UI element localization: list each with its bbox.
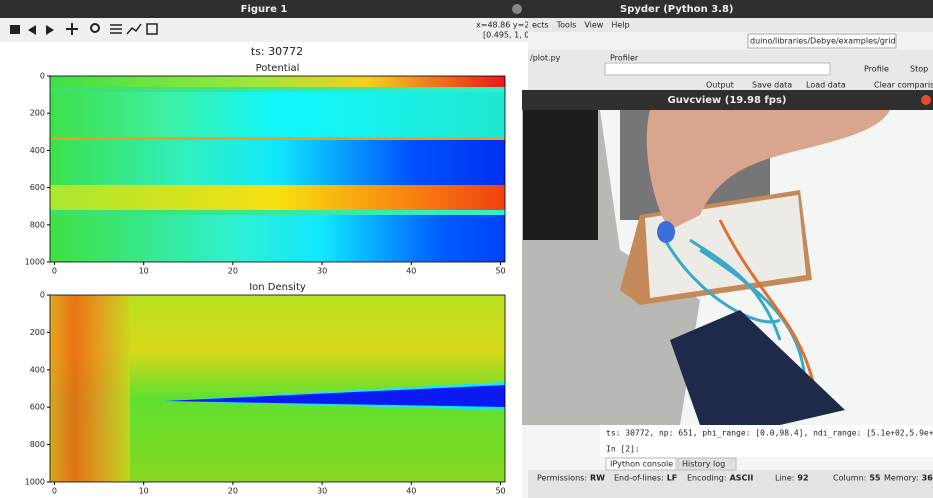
- y-tick-label: 0: [40, 291, 45, 300]
- x-tick-label: 10: [139, 487, 149, 496]
- status-value: ASCII: [730, 474, 754, 483]
- y-tick-label: 200: [30, 328, 45, 337]
- profiler-button[interactable]: Profile: [864, 65, 889, 74]
- y-tick-label: 0: [40, 72, 45, 81]
- console-line: ts: 30772, np: 651, phi_range: [0.0,98.4…: [606, 429, 933, 438]
- x-tick-label: 10: [139, 267, 149, 276]
- window-title: Figure 1: [241, 4, 288, 15]
- console-tab-label[interactable]: History log: [682, 460, 725, 469]
- status-label: Column:: [833, 474, 866, 483]
- potential-image: [50, 76, 505, 262]
- probe-cap: [657, 221, 675, 243]
- y-tick-label: 800: [30, 220, 45, 229]
- x-tick-label: 0: [52, 487, 57, 496]
- status-value: 92: [797, 474, 808, 483]
- status-value: 36 %: [922, 474, 933, 483]
- image-band: [50, 76, 505, 87]
- toolbar: [0, 18, 528, 42]
- image-band: [50, 137, 505, 140]
- menu-item[interactable]: Help: [611, 21, 629, 30]
- menu-item[interactable]: Tools: [556, 21, 577, 30]
- x-tick-label: 50: [495, 267, 505, 276]
- x-tick-label: 30: [317, 487, 327, 496]
- image-band: [50, 215, 505, 262]
- window-title: Guvcview (19.98 fps): [668, 95, 787, 106]
- working-directory: duino/libraries/Debye/examples/grid: [750, 37, 896, 46]
- screen: Figure 1 x=48.86 y=27. [0.495, 1, 0] ts:…: [0, 0, 933, 498]
- image-band: [50, 92, 505, 137]
- y-tick-label: 1000: [25, 258, 45, 267]
- profiler-action[interactable]: Load data: [806, 81, 846, 90]
- x-tick-label: 30: [317, 267, 327, 276]
- menu-item[interactable]: View: [584, 21, 603, 30]
- y-tick-label: 600: [30, 403, 45, 412]
- image-band: [50, 185, 505, 210]
- image-band: [50, 295, 130, 482]
- status-value: RW: [590, 474, 605, 483]
- status-label: Encoding:: [687, 474, 727, 483]
- image-band: [50, 140, 505, 185]
- close-button[interactable]: [921, 95, 931, 105]
- profiler-action[interactable]: Output: [706, 81, 734, 90]
- status-label: Memory:: [884, 474, 919, 483]
- y-tick-label: 800: [30, 440, 45, 449]
- cursor-value: [0.495, 1, 0]: [483, 31, 533, 40]
- y-tick-label: 1000: [25, 478, 45, 487]
- axes-title: Ion Density: [249, 282, 306, 293]
- status-label: Permissions:: [537, 474, 587, 483]
- profiler-button[interactable]: Stop: [910, 65, 928, 74]
- x-tick-label: 40: [406, 267, 416, 276]
- x-tick-label: 20: [228, 487, 238, 496]
- status-value: LF: [667, 474, 678, 483]
- profiler-action[interactable]: Clear comparison: [874, 81, 933, 90]
- y-tick-label: 400: [30, 365, 45, 374]
- ion-density-image: [50, 295, 505, 482]
- status-value: 55: [869, 474, 881, 483]
- home-button[interactable]: [10, 25, 20, 34]
- image-band: [50, 210, 505, 215]
- status-label: Line:: [775, 474, 794, 483]
- axes-title: Potential: [256, 63, 300, 74]
- y-tick-label: 200: [30, 109, 45, 118]
- file-tab[interactable]: /plot.py: [530, 54, 561, 63]
- y-tick-label: 600: [30, 183, 45, 192]
- status-label: End-of-lines:: [614, 474, 664, 483]
- x-tick-label: 0: [52, 267, 57, 276]
- x-tick-label: 20: [228, 267, 238, 276]
- pane-title: Profiler: [610, 54, 639, 63]
- x-tick-label: 50: [495, 487, 505, 496]
- x-tick-label: 40: [406, 487, 416, 496]
- image-band: [50, 87, 505, 92]
- console-line: In [2]:: [606, 445, 640, 454]
- close-button[interactable]: [512, 4, 522, 14]
- console-tab-label[interactable]: IPython console: [610, 460, 673, 469]
- figure-suptitle: ts: 30772: [251, 45, 303, 58]
- window-title: Spyder (Python 3.8): [620, 4, 734, 15]
- keyboard: [523, 110, 598, 240]
- menu-item[interactable]: ects: [532, 21, 549, 30]
- profiler-file-field[interactable]: [605, 63, 830, 75]
- y-tick-label: 400: [30, 146, 45, 155]
- profiler-action[interactable]: Save data: [752, 81, 792, 90]
- cursor-coords: x=48.86 y=27.: [476, 21, 537, 30]
